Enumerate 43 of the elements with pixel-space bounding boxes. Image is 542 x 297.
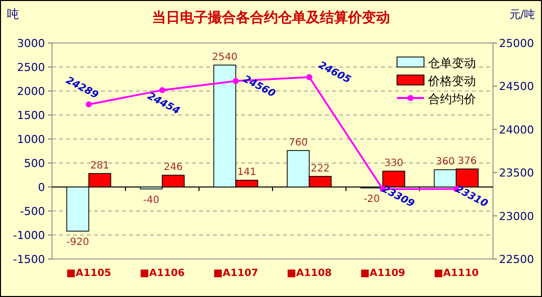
y2-tick-label: 23500 (499, 166, 534, 180)
y-tick-label: 1000 (17, 133, 45, 146)
legend-label: 仓单变动 (428, 56, 476, 70)
data-label: 2540 (212, 52, 238, 64)
y-axis-title: 吨 (7, 7, 19, 21)
data-label: 330 (384, 158, 404, 170)
y2-tick-label: 25000 (499, 37, 534, 50)
x-tick-label: ■A1107 (213, 268, 258, 279)
y2-tick-label: 24500 (499, 80, 534, 94)
chart-title: 当日电子撮合各合约仓单及结算价变动 (152, 9, 390, 26)
legend-label: 合约均价 (428, 92, 476, 106)
y-tick-label: 2000 (17, 85, 45, 98)
data-label: 376 (458, 156, 477, 167)
point (232, 78, 239, 84)
y-tick-label: 2500 (17, 61, 45, 74)
legend-label: 价格变动 (427, 74, 476, 88)
data-label: 246 (164, 162, 183, 174)
data-label: -920 (66, 237, 90, 248)
y-tick-label: 500 (24, 157, 45, 170)
point (306, 74, 312, 80)
x-tick-label: ■A1106 (140, 268, 185, 279)
y-tick-label: -1000 (13, 229, 45, 242)
y2-tick-label: 24000 (499, 123, 534, 136)
data-label: 222 (310, 163, 330, 174)
y2-tick-label: 22500 (499, 253, 534, 266)
data-label: 760 (288, 138, 308, 149)
x-tick-label: ■A1110 (434, 268, 479, 279)
y-tick-label: 1500 (17, 109, 45, 122)
point (86, 101, 92, 108)
y-tick-label: 0 (38, 181, 45, 194)
x-tick-label: ■A1105 (66, 268, 112, 279)
y2-axis-title: 元/吨 (509, 8, 535, 21)
data-label: 141 (237, 167, 256, 178)
data-label: 360 (436, 156, 455, 168)
data-label: -40 (143, 194, 160, 206)
x-tick-label: ■A1108 (286, 268, 332, 279)
data-label: 281 (90, 160, 110, 172)
y-tick-label: -1500 (13, 253, 45, 266)
y-tick-label: 3000 (17, 37, 45, 50)
data-label: -20 (364, 194, 380, 205)
y-tick-label: -500 (20, 205, 45, 218)
x-tick-label: ■A1109 (360, 268, 406, 279)
y2-tick-label: 23000 (499, 210, 534, 223)
